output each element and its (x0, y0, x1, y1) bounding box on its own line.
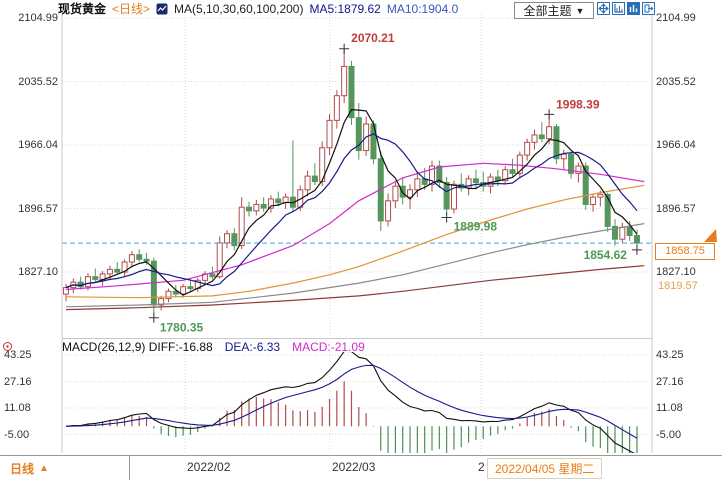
last-price-badge: 1858.75 (655, 243, 715, 260)
chevron-down-icon: ▼ (575, 5, 585, 16)
ma10-value: MA10:1904.0 (386, 1, 459, 16)
ma100-line (65, 223, 645, 308)
axis-label: 2035.52 (656, 75, 696, 88)
extreme-cross-icon (148, 312, 159, 323)
right-price-axis: 2104.99 2035.52 1966.04 1896.57 1827.10 (656, 0, 718, 480)
axis-label: 1896.57 (656, 202, 696, 215)
axis-label: 2035.52 (18, 75, 58, 88)
period-label[interactable]: <日线> (112, 2, 151, 16)
price-annotation: 2070.21 (351, 31, 395, 45)
axis-label: 27.16 (656, 375, 684, 388)
indicator-dot-icon[interactable] (2, 341, 13, 352)
macd-macd-value: MACD:-21.09 (292, 339, 365, 354)
extreme-cross-icon (544, 109, 555, 120)
macd-right-axis: 43.25 27.16 11.08 -5.00 (656, 0, 718, 480)
axis-label: 11.08 (656, 402, 683, 414)
month-label-clipped: 2 (478, 460, 485, 474)
diff-line (65, 352, 635, 453)
month-label: 2022/03 (332, 460, 376, 474)
axis-label: 43.25 (4, 349, 32, 361)
pan-icon[interactable] (597, 2, 610, 15)
alert-price-label: 1819.57 (658, 280, 698, 292)
ma-group-label: MA(5,10,30,60,100,200) (174, 1, 304, 16)
chart-header: 现货黄金 <日线> MA(5,10,30,60,100,200) MA5:187… (58, 1, 459, 17)
axis-label: 11.08 (4, 402, 31, 414)
chart-style-icon[interactable] (627, 2, 640, 15)
month-label: 2022/02 (187, 460, 231, 474)
ma5-value: MA5:1879.62 (309, 1, 381, 16)
macd-title-diff: MACD(26,12,9) DIFF:-16.88 (62, 339, 213, 354)
candles (63, 49, 640, 315)
ma200-line (65, 265, 645, 311)
axis-label: 1827.10 (18, 266, 58, 278)
axis-label: 1827.10 (656, 266, 696, 278)
ma10-line (65, 133, 638, 289)
extreme-cross-icon (631, 244, 642, 255)
axis-label: -5.00 (4, 428, 30, 441)
axis-label: 1966.04 (656, 139, 696, 151)
price-annotation: 1889.98 (454, 220, 498, 234)
macd-dea-value: DEA:-6.33 (224, 339, 281, 354)
macd-left-axis: 43.25 27.16 11.08 -5.00 (4, 0, 58, 480)
dea-line (65, 364, 638, 439)
macd-plot (65, 352, 638, 453)
axis-range-icon[interactable] (612, 2, 625, 15)
symbol-title: 现货黄金 (58, 2, 107, 16)
price-annotation: 1998.39 (556, 97, 600, 111)
axis-label: 1896.57 (18, 202, 58, 215)
axis-label: 2104.99 (18, 12, 58, 24)
macd-header: MACD(26,12,9) DIFF:-16.88 DEA:-6.33 MACD… (62, 339, 365, 354)
ma30-line (65, 162, 645, 291)
axis-label: 27.16 (4, 375, 32, 388)
axis-label: 1966.04 (18, 139, 58, 151)
ma60-line (65, 184, 645, 299)
time-axis-bar: 日线 ▲ 2022/02 2022/03 2 2022/04/05 星期二 (0, 455, 722, 480)
extreme-cross-icon (339, 43, 350, 54)
axis-label: 2104.99 (656, 12, 696, 24)
period-selector[interactable]: 日线 ▲ (0, 456, 130, 480)
ma5-line (65, 108, 638, 296)
theme-dropdown-label: 全部主题 (523, 4, 572, 18)
date-tooltip: 2022/04/05 星期二 (487, 458, 603, 479)
axis-label: 43.25 (656, 349, 684, 361)
theme-dropdown-button[interactable]: 全部主题 ▼ (514, 2, 594, 19)
period-selector-label: 日线 (10, 461, 35, 476)
left-price-axis: 2104.99 2035.52 1966.04 1896.57 1827.10 (4, 0, 58, 480)
mini-chart-icon (156, 3, 168, 14)
price-annotation: 1854.62 (584, 248, 628, 262)
price-pointer-icon (704, 229, 717, 242)
price-annotation: 1780.35 (160, 321, 204, 335)
axis-label: -5.00 (656, 428, 682, 441)
chart-toolbar (597, 2, 655, 15)
extreme-cross-icon (441, 212, 452, 223)
exit-chart-icon[interactable] (642, 2, 655, 15)
triangle-up-icon: ▲ (39, 462, 49, 474)
